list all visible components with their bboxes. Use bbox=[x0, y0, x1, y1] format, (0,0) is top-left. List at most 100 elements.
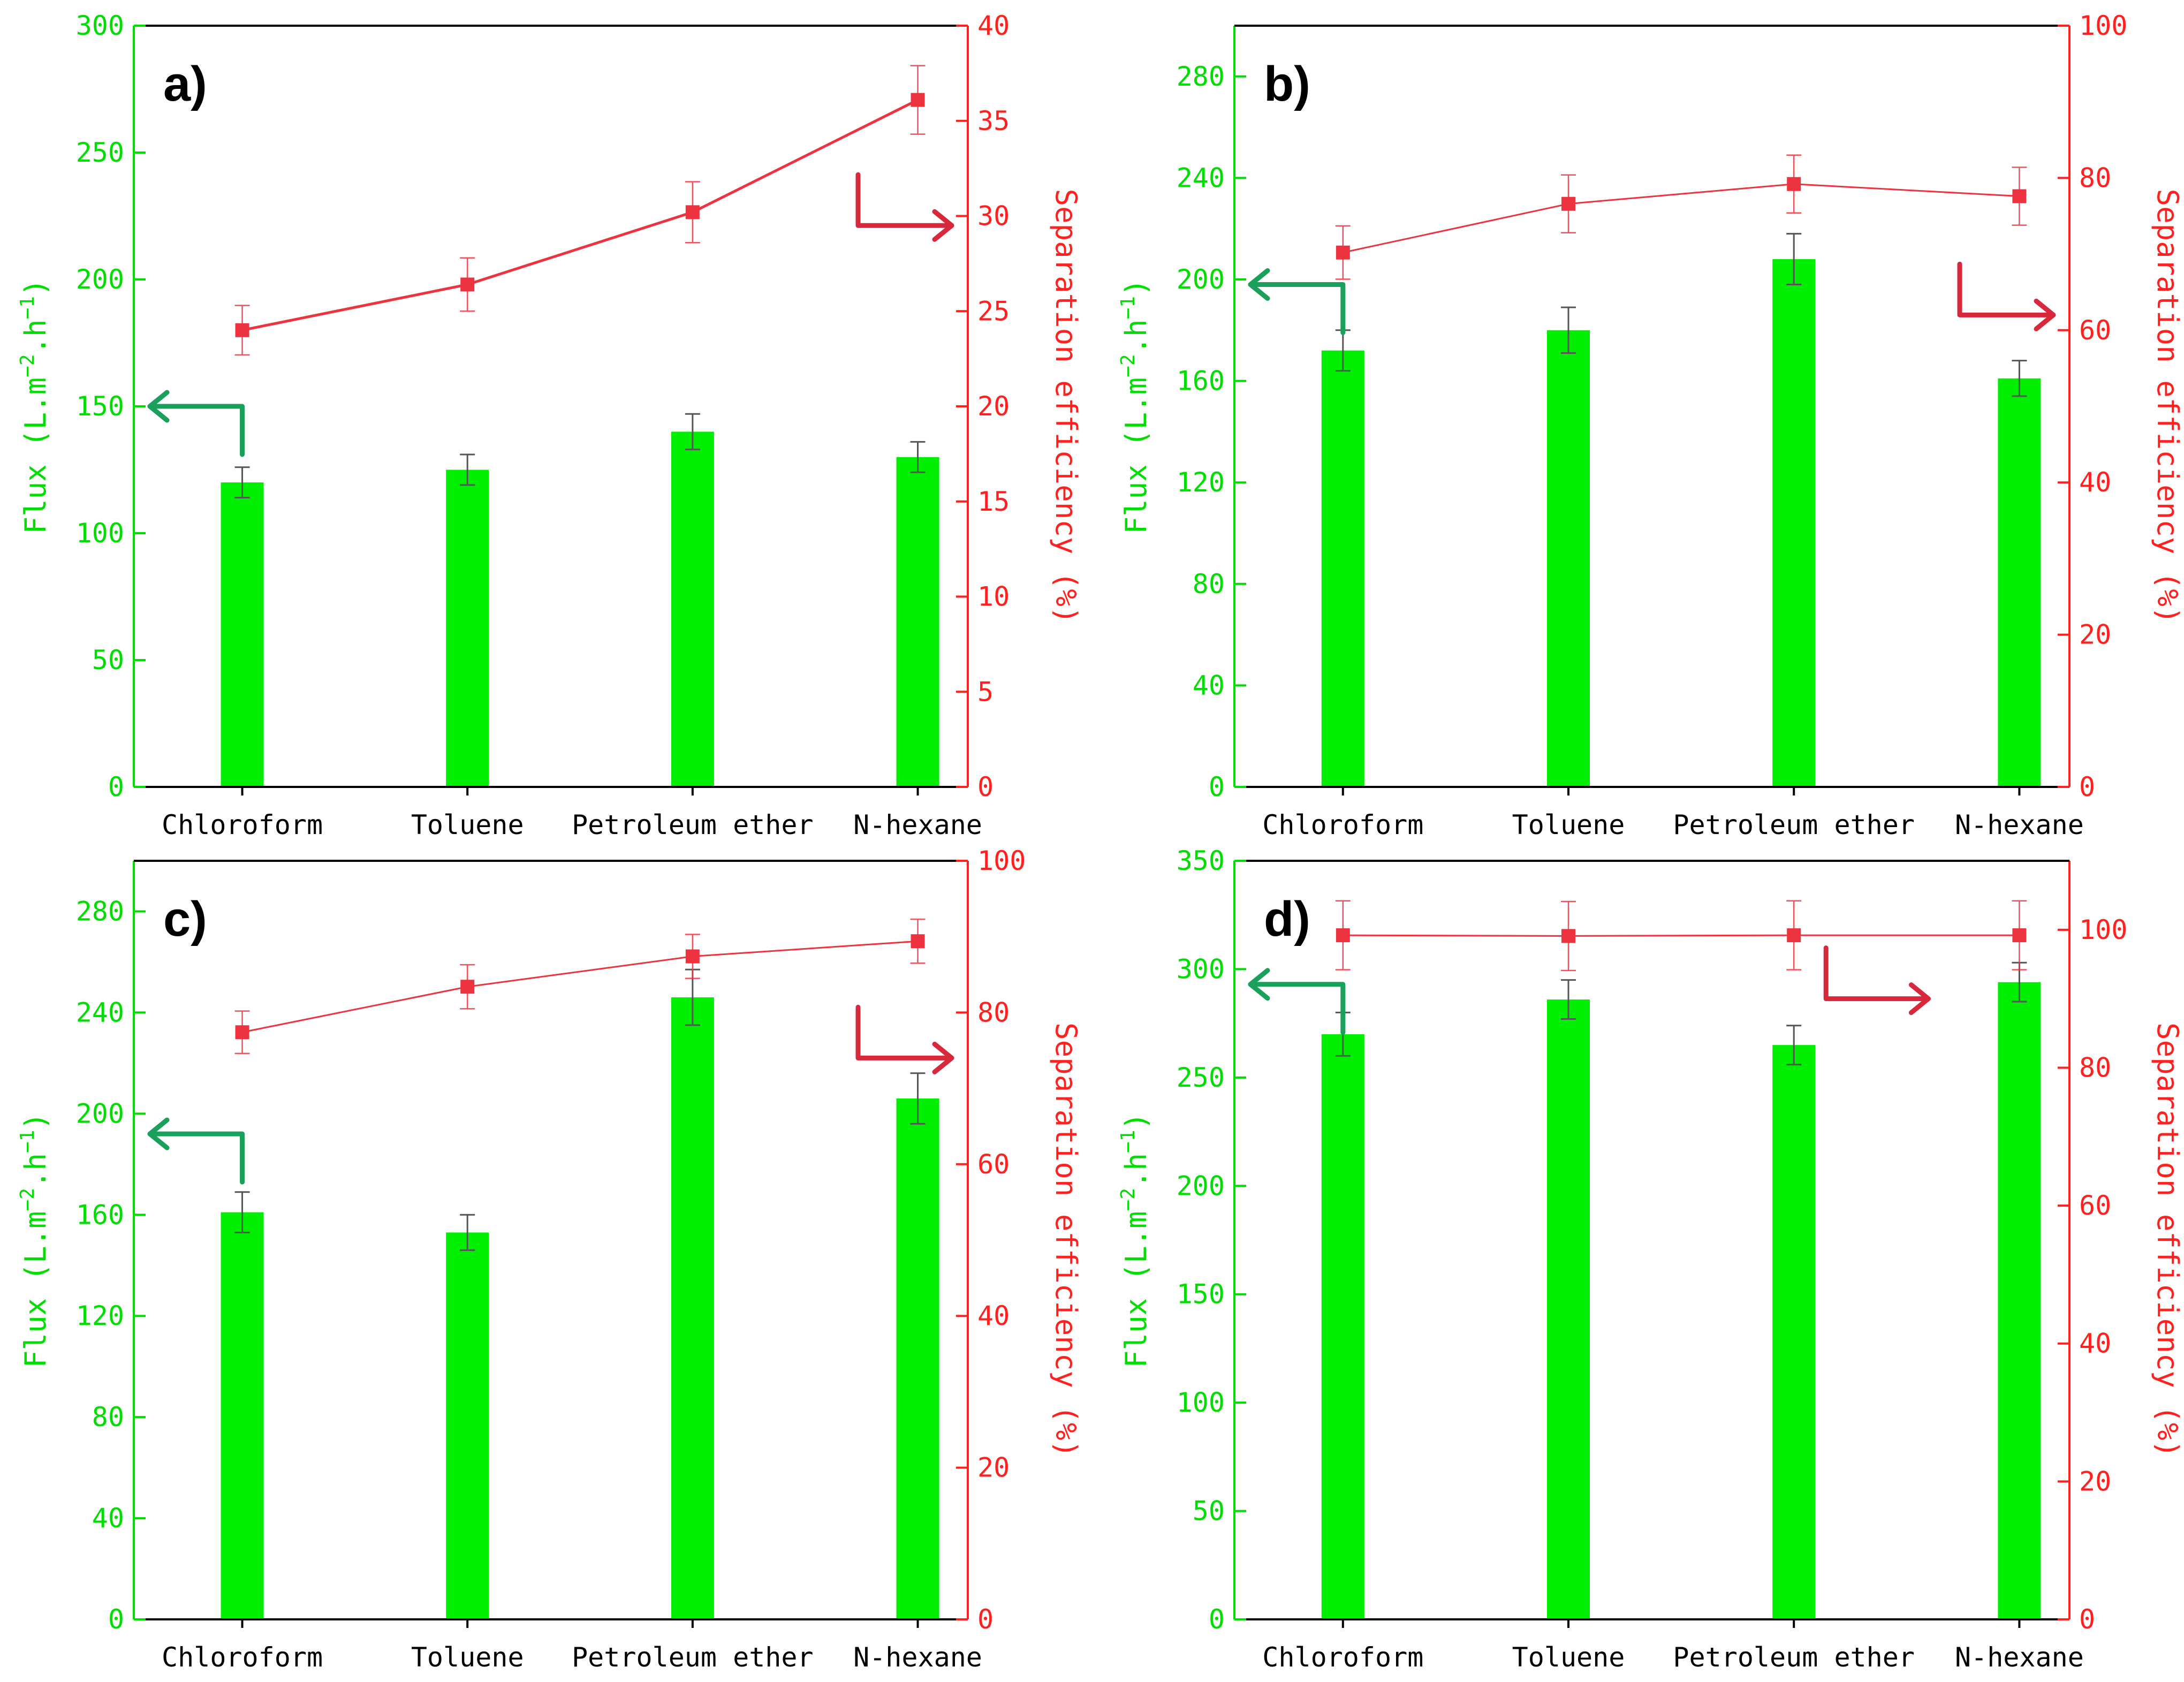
left-tick-label: 120 bbox=[1177, 467, 1225, 498]
left-arrow-icon bbox=[1248, 268, 1346, 335]
left-tick-label: 150 bbox=[76, 391, 124, 422]
flux-error-bar bbox=[1786, 233, 1802, 285]
flux-bar bbox=[1547, 330, 1590, 787]
right-arrow-icon bbox=[1957, 261, 2056, 331]
flux-bar bbox=[671, 431, 714, 787]
left-axis-title-mid: .h bbox=[1119, 1153, 1153, 1188]
left-tick-label: 350 bbox=[1177, 845, 1225, 876]
category-label: Toluene bbox=[411, 1642, 524, 1673]
right-axis-title: Separation efficiency (%) bbox=[1049, 1022, 1083, 1458]
left-arrow-head bbox=[1248, 968, 1270, 1001]
category-label: N-hexane bbox=[1955, 809, 2084, 840]
left-axis-title-prefix: Flux (L.m bbox=[1119, 377, 1153, 534]
panel-b: 0 40 80 120 160 200 240 280 0 20 40 60 80 100 Chlorofo… bbox=[1117, 10, 2184, 840]
flux-bar bbox=[1772, 1045, 1816, 1619]
right-tick-label: 0 bbox=[2079, 771, 2095, 802]
left-tick-label: 50 bbox=[92, 645, 124, 676]
right-tick-label: 25 bbox=[977, 296, 1010, 327]
flux-bar bbox=[896, 1098, 939, 1619]
left-tick-label: 250 bbox=[1177, 1062, 1225, 1093]
right-tick-label: 35 bbox=[977, 105, 1010, 137]
right-tick-label: 40 bbox=[977, 1300, 1010, 1331]
right-tick-label: 100 bbox=[977, 845, 1026, 876]
left-arrow-shaft bbox=[1248, 982, 1346, 1035]
left-tick-label: 160 bbox=[76, 1199, 124, 1230]
flux-bar bbox=[1998, 378, 2041, 787]
category-label: N-hexane bbox=[853, 1642, 982, 1673]
left-axis-title-mid: .h bbox=[1119, 319, 1153, 354]
category-label: Petroleum ether bbox=[572, 809, 814, 840]
right-arrow-icon bbox=[855, 172, 954, 242]
left-axis-title: Flux (L.m−2.h−1) bbox=[1117, 279, 1153, 534]
left-tick-label: 40 bbox=[92, 1503, 124, 1534]
right-arrow-shaft bbox=[855, 172, 954, 228]
panels: 0501001502002503000510152025303540Chloro… bbox=[17, 10, 2184, 1673]
left-axis-title: Flux (L.m−2.h−1) bbox=[17, 1112, 52, 1368]
flux-error-bar bbox=[1561, 306, 1576, 354]
left-tick-label: 300 bbox=[76, 10, 124, 41]
flux-bar bbox=[1547, 999, 1590, 1619]
right-tick-label: 5 bbox=[977, 676, 994, 707]
efficiency-point bbox=[911, 934, 925, 949]
left-axis-title-suffix: ) bbox=[1119, 279, 1153, 297]
right-tick-label: 0 bbox=[977, 771, 994, 802]
flux-error-bar bbox=[460, 1214, 475, 1251]
left-tick-label: 240 bbox=[1177, 162, 1225, 193]
category-label: Chloroform bbox=[1262, 809, 1423, 840]
right-tick-label: 60 bbox=[2079, 1190, 2111, 1221]
left-axis-title-exp1: −2 bbox=[17, 354, 39, 377]
efficiency-point bbox=[1561, 929, 1575, 943]
left-axis-title: Flux (L.m−2.h−1) bbox=[17, 279, 52, 534]
right-arrow-icon bbox=[855, 1004, 954, 1074]
category-label: Petroleum ether bbox=[572, 1642, 814, 1673]
flux-bar bbox=[1321, 350, 1364, 787]
flux-bar bbox=[446, 469, 489, 787]
efficiency-point bbox=[911, 93, 925, 107]
efficiency-point bbox=[460, 980, 475, 994]
left-tick-label: 160 bbox=[1177, 366, 1225, 397]
left-axis-title-suffix: ) bbox=[19, 1112, 52, 1130]
left-axis-title: Flux (L.m−2.h−1) bbox=[1117, 1112, 1153, 1368]
right-arrow-shaft bbox=[1957, 261, 2056, 317]
flux-error-bar bbox=[234, 466, 250, 499]
left-tick-label: 150 bbox=[1177, 1279, 1225, 1310]
left-tick-label: 250 bbox=[76, 137, 124, 168]
left-axis-title-mid: .h bbox=[19, 319, 52, 354]
right-tick-label: 20 bbox=[2079, 619, 2111, 650]
left-axis-title-suffix: ) bbox=[1119, 1112, 1153, 1130]
left-tick-label: 0 bbox=[1209, 771, 1225, 802]
efficiency-line bbox=[242, 940, 918, 1033]
panel-d: 0 50 100 150 200 250 300 350 0 20 40 60 80 100 Chlorof… bbox=[1117, 845, 2184, 1673]
flux-bar bbox=[671, 997, 714, 1619]
left-axis-title-exp1: −2 bbox=[17, 1188, 39, 1211]
left-tick-label: 240 bbox=[76, 997, 124, 1028]
efficiency-point bbox=[685, 949, 700, 964]
left-axis-title-exp2: −1 bbox=[17, 296, 39, 319]
right-axis-title: Separation efficiency (%) bbox=[2151, 1022, 2184, 1458]
left-tick-label: 200 bbox=[76, 1098, 124, 1129]
flux-error-bar bbox=[910, 441, 926, 473]
left-tick-label: 0 bbox=[108, 1604, 124, 1635]
efficiency-point bbox=[460, 277, 475, 292]
left-axis-title-prefix: Flux (L.m bbox=[1119, 1211, 1153, 1368]
category-label: N-hexane bbox=[1955, 1642, 2084, 1673]
left-tick-label: 80 bbox=[92, 1401, 124, 1433]
flux-bar bbox=[446, 1232, 489, 1619]
left-tick-label: 280 bbox=[1177, 61, 1225, 92]
right-tick-label: 100 bbox=[2079, 10, 2127, 41]
left-tick-label: 0 bbox=[108, 771, 124, 802]
left-arrow-icon bbox=[147, 1117, 245, 1185]
category-label: Toluene bbox=[411, 809, 524, 840]
efficiency-line bbox=[1343, 934, 2020, 937]
left-arrow-shaft bbox=[147, 1131, 245, 1185]
left-tick-label: 200 bbox=[76, 264, 124, 295]
left-axis-title-mid: .h bbox=[19, 1153, 52, 1188]
efficiency-point bbox=[1787, 928, 1801, 943]
right-tick-label: 80 bbox=[2079, 162, 2111, 193]
right-tick-label: 40 bbox=[2079, 1328, 2111, 1359]
right-arrow-head bbox=[932, 1041, 954, 1074]
left-axis-title-suffix: ) bbox=[19, 279, 52, 297]
panel-label: b) bbox=[1264, 57, 1310, 111]
right-tick-label: 0 bbox=[2079, 1604, 2095, 1635]
